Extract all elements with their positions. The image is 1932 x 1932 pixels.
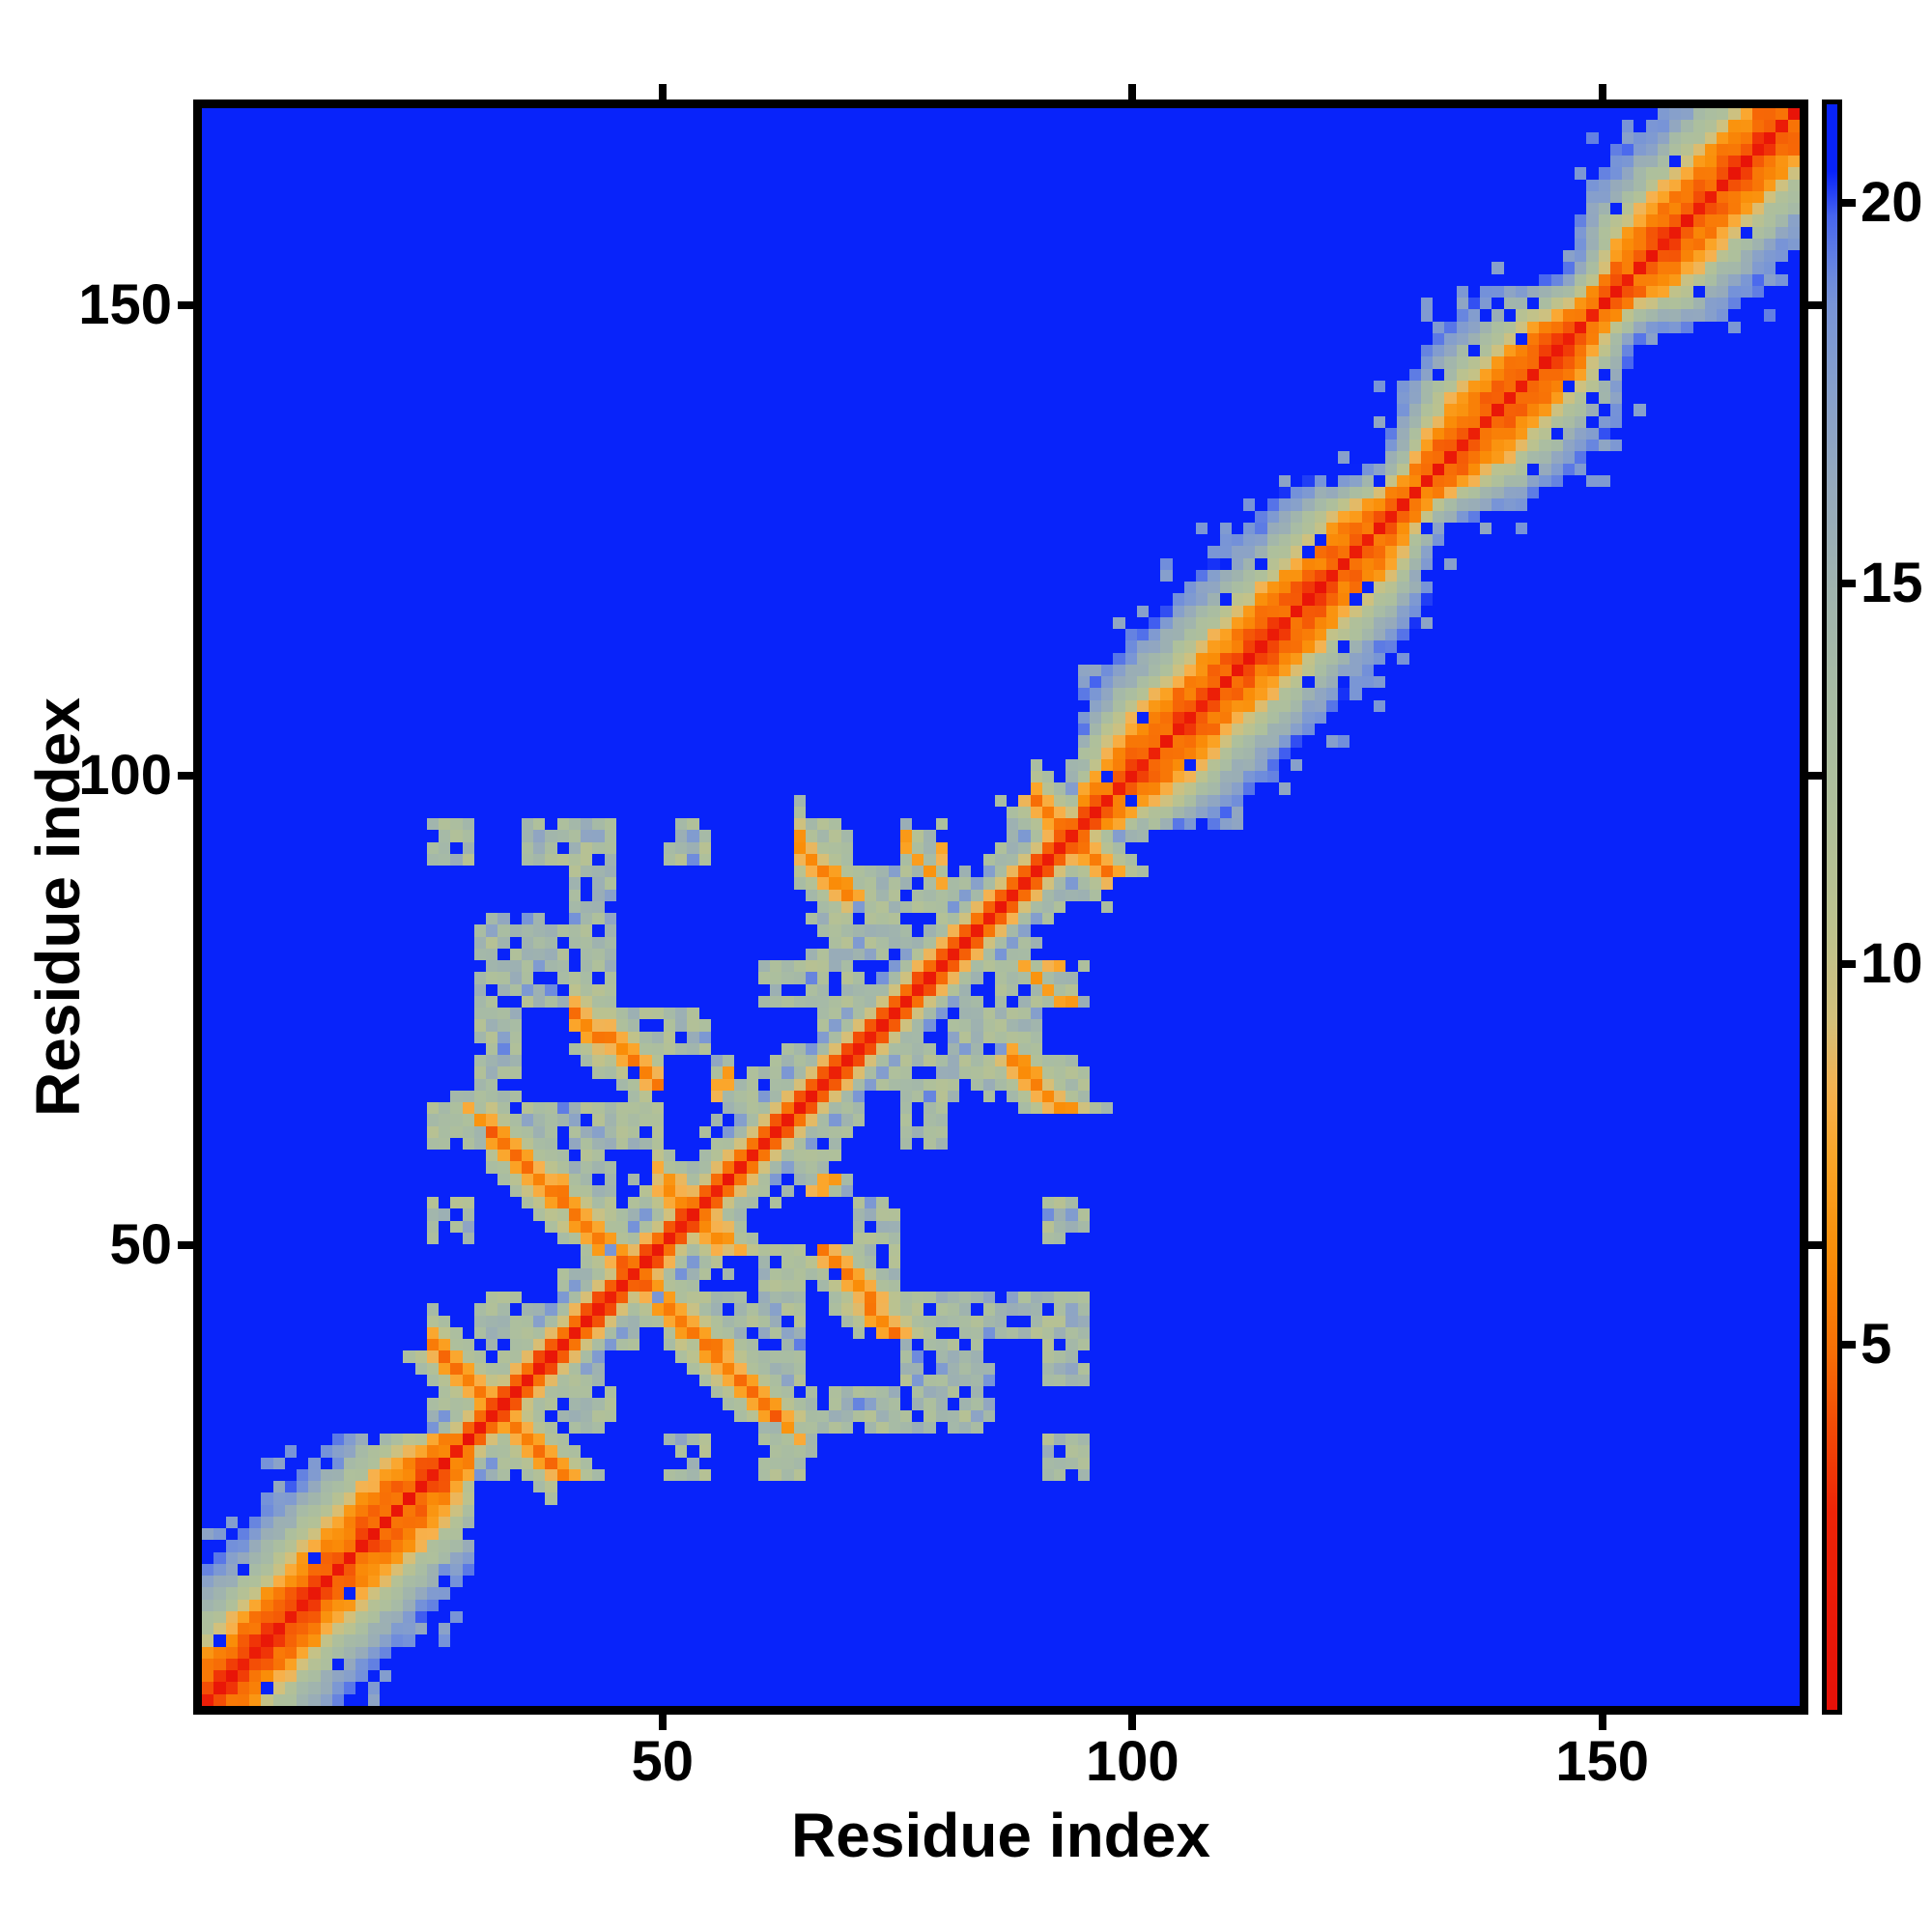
x-axis-title: Residue index <box>791 1801 1210 1870</box>
y-tick-left <box>178 771 193 780</box>
y-tick-left <box>178 301 193 310</box>
y-tick-right <box>1808 301 1824 310</box>
colorbar-tick <box>1842 199 1856 208</box>
colorbar-tick-label: 15 <box>1861 552 1923 615</box>
x-tick-top <box>1128 84 1137 99</box>
colorbar-tick-label: 5 <box>1861 1312 1892 1376</box>
x-tick-label: 50 <box>631 1730 694 1793</box>
x-tick-label: 100 <box>1085 1730 1179 1793</box>
colorbar <box>1822 99 1842 1715</box>
colorbar-tick <box>1842 960 1856 969</box>
x-tick-label: 150 <box>1555 1730 1650 1793</box>
y-tick-left <box>178 1241 193 1250</box>
colorbar-tick <box>1842 1340 1856 1349</box>
y-tick-label: 150 <box>78 273 172 337</box>
y-tick-right <box>1808 1241 1824 1250</box>
colorbar-tick <box>1842 580 1856 588</box>
colorbar-tick-label: 10 <box>1861 932 1923 996</box>
y-tick-label: 100 <box>78 743 172 807</box>
x-tick-bottom <box>658 1715 667 1730</box>
colorbar-gradient <box>1827 104 1837 1710</box>
x-tick-bottom <box>1128 1715 1137 1730</box>
y-axis-title: Residue index <box>23 697 93 1117</box>
x-tick-bottom <box>1598 1715 1606 1730</box>
x-tick-top <box>658 84 667 99</box>
distance-map-canvas <box>202 108 1800 1706</box>
plot-frame <box>193 99 1808 1715</box>
y-tick-right <box>1808 771 1824 780</box>
colorbar-tick-label: 20 <box>1861 171 1923 235</box>
y-tick-label: 50 <box>109 1213 172 1277</box>
x-tick-top <box>1598 84 1606 99</box>
